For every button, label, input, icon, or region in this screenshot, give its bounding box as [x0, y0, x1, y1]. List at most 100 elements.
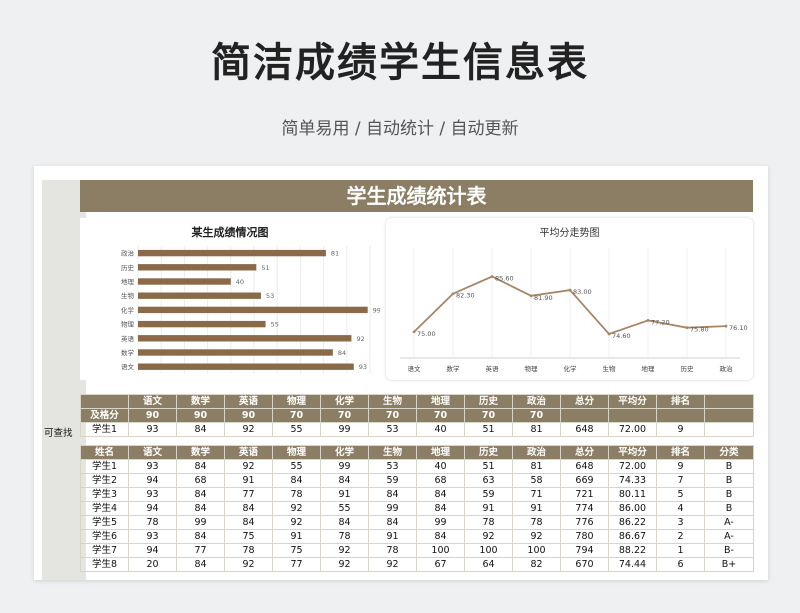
table-cell[interactable]: 100 [464, 543, 513, 558]
table-cell[interactable]: 3 [656, 515, 705, 530]
table-cell[interactable]: 68 [416, 473, 465, 488]
pass-score-cell[interactable] [608, 408, 657, 423]
header-cell[interactable]: 数学 [176, 445, 225, 460]
header-cell[interactable] [80, 394, 129, 409]
table-cell[interactable]: 91 [272, 529, 321, 544]
table-cell[interactable]: 92 [272, 501, 321, 516]
header-cell[interactable]: 物理 [272, 394, 321, 409]
table-cell[interactable]: 670 [560, 557, 609, 572]
table-cell[interactable]: 78 [272, 487, 321, 502]
table-cell[interactable]: 4 [656, 501, 705, 516]
table-cell[interactable]: 59 [368, 473, 417, 488]
table-cell[interactable]: 67 [416, 557, 465, 572]
table-cell[interactable]: 93 [128, 487, 177, 502]
lookup-cell[interactable]: 99 [320, 422, 369, 437]
table-cell[interactable]: 84 [416, 501, 465, 516]
table-cell[interactable]: 91 [224, 473, 273, 488]
table-cell[interactable]: 学生2 [80, 473, 129, 488]
table-cell[interactable]: 99 [416, 515, 465, 530]
table-cell[interactable]: 91 [320, 487, 369, 502]
table-cell[interactable]: 学生3 [80, 487, 129, 502]
lookup-cell[interactable]: 93 [128, 422, 177, 437]
pass-score-cell[interactable]: 70 [416, 408, 465, 423]
pass-score-cell[interactable]: 70 [320, 408, 369, 423]
table-cell[interactable]: 99 [320, 459, 369, 474]
lookup-cell[interactable]: 51 [464, 422, 513, 437]
table-cell[interactable]: 74.44 [608, 557, 657, 572]
table-cell[interactable]: B+ [704, 557, 754, 572]
table-row[interactable]: 学生6 93 84 75 91 78 91 84 92 92 780 86.67 2 A- [80, 529, 754, 544]
header-cell[interactable]: 政治 [512, 445, 561, 460]
pass-score-cell[interactable] [656, 408, 705, 423]
table-cell[interactable]: 75 [272, 543, 321, 558]
table-cell[interactable]: 100 [512, 543, 561, 558]
table-cell[interactable]: 91 [368, 529, 417, 544]
table-cell[interactable]: 学生5 [80, 515, 129, 530]
table-cell[interactable]: 58 [512, 473, 561, 488]
lookup-row[interactable]: 学生1 93 84 92 55 99 53 40 51 81 648 72.00 9 [80, 422, 754, 437]
table-cell[interactable]: 92 [368, 557, 417, 572]
table-cell[interactable]: 78 [320, 529, 369, 544]
header-cell[interactable]: 排名 [656, 394, 705, 409]
header-cell[interactable]: 总分 [560, 445, 609, 460]
table-cell[interactable]: 学生6 [80, 529, 129, 544]
table-cell[interactable]: 92 [320, 543, 369, 558]
pass-score-cell[interactable]: 70 [272, 408, 321, 423]
header-cell[interactable]: 平均分 [608, 394, 657, 409]
table-cell[interactable]: 74.33 [608, 473, 657, 488]
header-cell[interactable]: 英语 [224, 445, 273, 460]
table-cell[interactable]: 55 [320, 501, 369, 516]
table-cell[interactable]: 68 [176, 473, 225, 488]
table-cell[interactable]: 82 [512, 557, 561, 572]
table-cell[interactable]: 86.22 [608, 515, 657, 530]
header-cell[interactable]: 化学 [320, 394, 369, 409]
table-cell[interactable]: 776 [560, 515, 609, 530]
table-cell[interactable]: 721 [560, 487, 609, 502]
lookup-cell[interactable]: 72.00 [608, 422, 657, 437]
table-cell[interactable]: 77 [176, 543, 225, 558]
header-cell[interactable]: 历史 [464, 445, 513, 460]
pass-score-cell[interactable]: 90 [176, 408, 225, 423]
table-row[interactable]: 学生3 93 84 77 78 91 84 84 59 71 721 80.11 5 B [80, 487, 754, 502]
header-cell[interactable]: 生物 [368, 394, 417, 409]
table-cell[interactable]: 53 [368, 459, 417, 474]
table-cell[interactable]: 84 [320, 515, 369, 530]
pass-score-cell[interactable]: 90 [224, 408, 273, 423]
table-cell[interactable]: 学生4 [80, 501, 129, 516]
lookup-cell[interactable]: 学生1 [80, 422, 129, 437]
table-row[interactable]: 学生8 20 84 92 77 92 92 67 64 82 670 74.44 6 B+ [80, 557, 754, 572]
table-cell[interactable]: 51 [464, 459, 513, 474]
table-cell[interactable]: 94 [128, 473, 177, 488]
table-cell[interactable]: 86.00 [608, 501, 657, 516]
table-cell[interactable]: 92 [224, 459, 273, 474]
table-cell[interactable]: 77 [224, 487, 273, 502]
table-cell[interactable]: 学生7 [80, 543, 129, 558]
header-cell[interactable] [704, 394, 754, 409]
table-cell[interactable]: 5 [656, 487, 705, 502]
lookup-cell[interactable] [704, 422, 754, 437]
header-cell[interactable]: 数学 [176, 394, 225, 409]
table-cell[interactable]: 648 [560, 459, 609, 474]
table-cell[interactable]: 学生8 [80, 557, 129, 572]
header-cell[interactable]: 排名 [656, 445, 705, 460]
lookup-cell[interactable]: 648 [560, 422, 609, 437]
table-cell[interactable]: 91 [512, 501, 561, 516]
header-cell[interactable]: 物理 [272, 445, 321, 460]
table-cell[interactable]: B- [704, 543, 754, 558]
table-cell[interactable]: 78 [464, 515, 513, 530]
table-cell[interactable]: 669 [560, 473, 609, 488]
table-cell[interactable]: 86.67 [608, 529, 657, 544]
table-cell[interactable]: 84 [176, 459, 225, 474]
header-cell[interactable]: 分类 [704, 445, 754, 460]
pass-score-cell[interactable]: 70 [512, 408, 561, 423]
table-cell[interactable]: B [704, 459, 754, 474]
table-cell[interactable]: 84 [368, 515, 417, 530]
table-cell[interactable]: B [704, 473, 754, 488]
header-cell[interactable]: 姓名 [80, 445, 129, 460]
table-cell[interactable]: 84 [176, 529, 225, 544]
table-cell[interactable]: 77 [272, 557, 321, 572]
table-cell[interactable]: 780 [560, 529, 609, 544]
table-cell[interactable]: B [704, 501, 754, 516]
table-cell[interactable]: B [704, 487, 754, 502]
pass-score-cell[interactable]: 90 [128, 408, 177, 423]
